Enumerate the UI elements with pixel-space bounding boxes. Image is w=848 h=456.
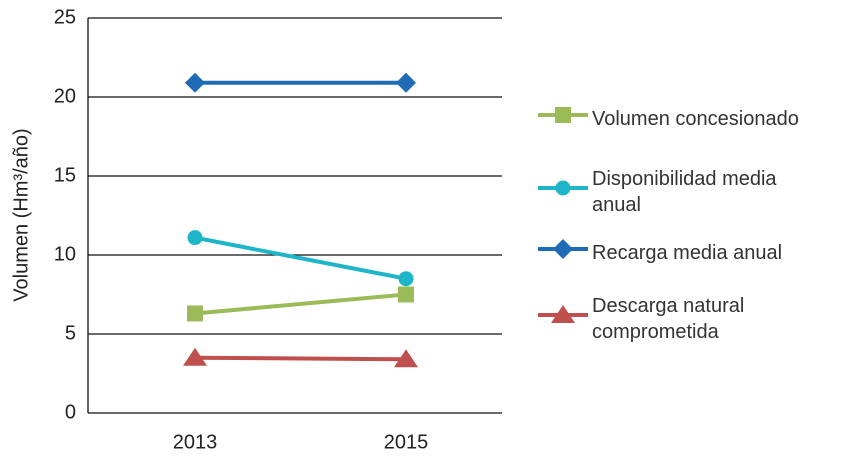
- y-tick-label: 5: [65, 322, 76, 344]
- y-tick-label: 20: [54, 85, 76, 107]
- legend-marker: [555, 107, 571, 123]
- x-tick-label: 2013: [173, 431, 218, 453]
- data-point: [187, 230, 203, 246]
- data-point: [394, 349, 418, 368]
- y-tick-label: 10: [54, 243, 76, 265]
- legend-marker: [553, 239, 573, 259]
- series-line: [194, 235, 407, 281]
- y-tick-label: 15: [54, 164, 76, 186]
- data-point: [187, 305, 203, 322]
- data-point: [396, 72, 416, 93]
- data-point: [398, 271, 414, 287]
- legend-marker: [555, 180, 571, 196]
- y-axis-label: Volumen (Hm³/año): [10, 128, 32, 301]
- legend-label: Disponibilidad media anual: [592, 168, 777, 216]
- series-line: [194, 355, 407, 362]
- x-tick-label: 2015: [384, 431, 429, 453]
- legend-label: Volumen concesionado: [592, 108, 799, 130]
- data-point: [398, 286, 414, 303]
- data-point: [185, 72, 205, 93]
- y-tick-label: 25: [54, 6, 76, 28]
- legend-label: Recarga media anual: [592, 242, 783, 264]
- legend-marker: [551, 305, 575, 323]
- data-point: [183, 347, 207, 366]
- y-tick-label: 0: [65, 401, 76, 423]
- series-line: [194, 292, 407, 316]
- legend-label: Descarga natural comprometida: [592, 295, 745, 343]
